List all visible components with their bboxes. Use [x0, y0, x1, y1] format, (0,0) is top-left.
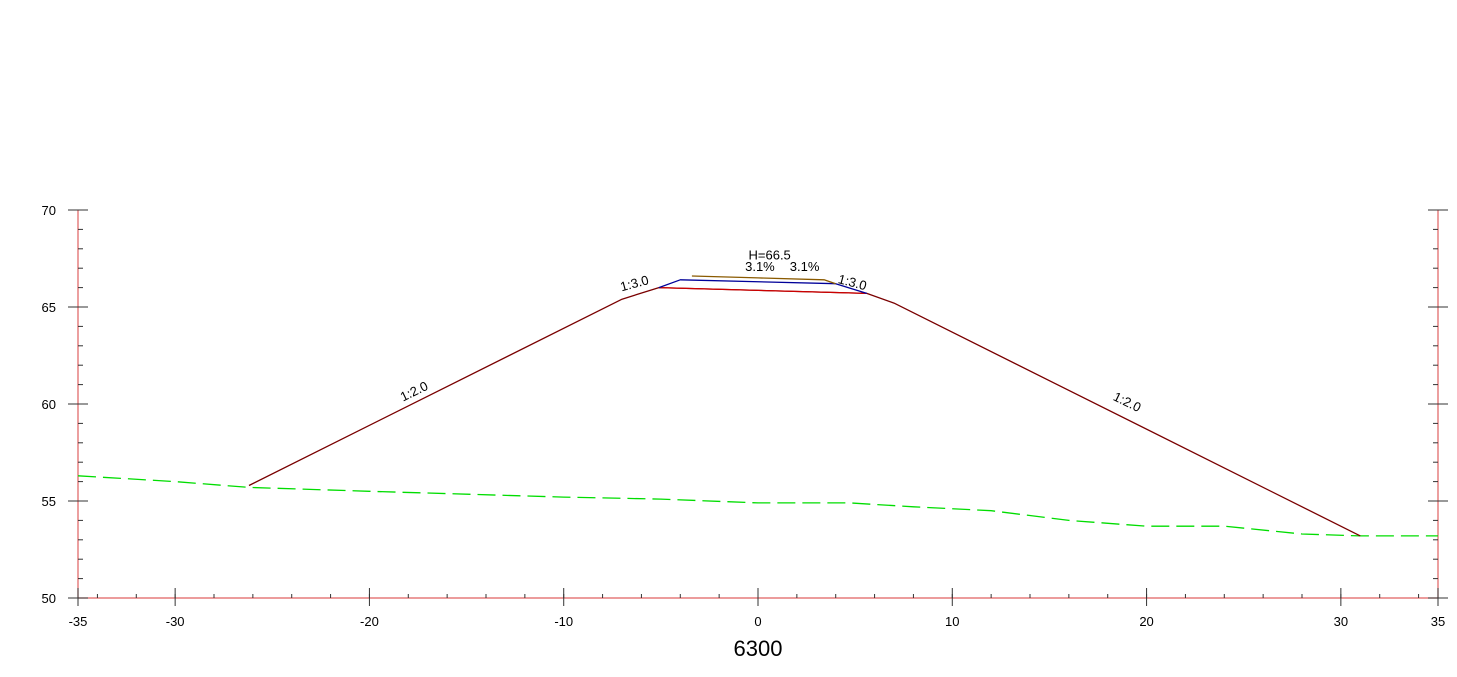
- x-tick-label: -20: [360, 614, 379, 629]
- y-tick-label: 60: [42, 397, 56, 412]
- road-surface-line: [691, 275, 836, 285]
- axis-ticks: [68, 209, 1448, 606]
- x-tick-label: 20: [1139, 614, 1153, 629]
- slope-lower-left-label: 1:2.0: [398, 378, 431, 404]
- x-tick-label: -30: [166, 614, 185, 629]
- x-tick-label: 0: [754, 614, 761, 629]
- section-lines: [77, 275, 1438, 537]
- slope-lower-right-label: 1:2.0: [1111, 389, 1144, 415]
- crossfall-right-label: 3.1%: [790, 259, 820, 274]
- axis-tick-labels: 50 55 60 65 70 -35 -30 -20 -10 0 10 20 30 35: [42, 203, 1446, 629]
- x-tick-label: -35: [69, 614, 88, 629]
- pavement-layer-line: [658, 279, 867, 295]
- y-tick-label: 55: [42, 494, 56, 509]
- x-tick-label: -10: [554, 614, 573, 629]
- station-label: 6300: [734, 636, 783, 661]
- subgrade-top-line: [658, 286, 867, 295]
- section-annotations: H=66.53.1% 3.1% 1:3.0 1:3.0 1:2.0 1:2.0: [398, 247, 1144, 415]
- ground-line: [77, 475, 1438, 537]
- x-tick-label: 30: [1334, 614, 1348, 629]
- x-tick-label: 10: [945, 614, 959, 629]
- y-tick-label: 50: [42, 591, 56, 606]
- y-tick-label: 70: [42, 203, 56, 218]
- x-tick-label: 35: [1431, 614, 1445, 629]
- slope-upper-right-label: 1:3.0: [837, 271, 869, 293]
- crossfall-left-label: 3.1%: [745, 259, 775, 274]
- y-tick-label: 65: [42, 300, 56, 315]
- embankment-outline-line: [248, 286, 1361, 537]
- slope-upper-left-label: 1:3.0: [619, 272, 651, 294]
- design-elevation-label: H=66.5: [749, 247, 791, 262]
